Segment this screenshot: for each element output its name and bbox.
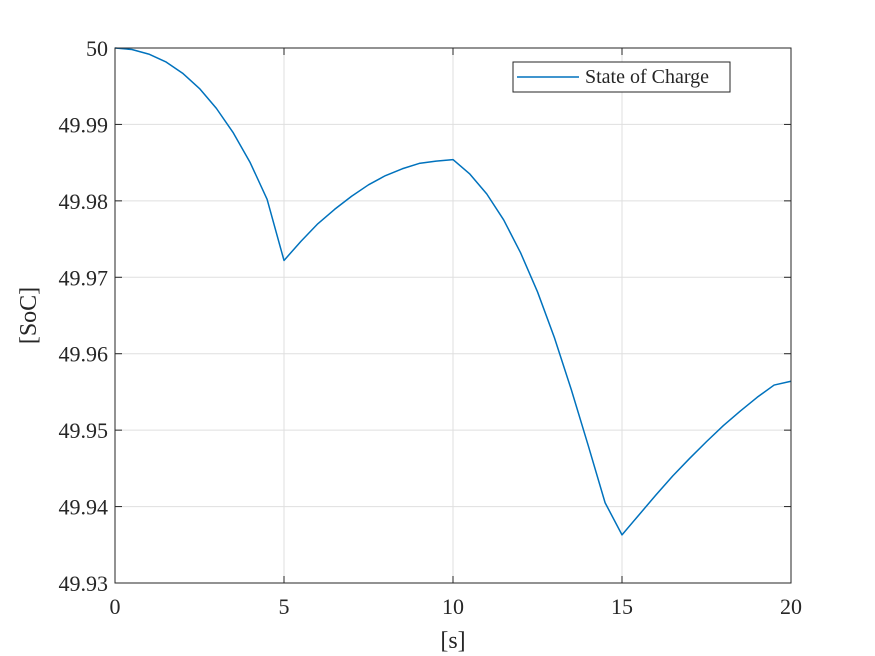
x-tick-labels: 0 5 10 15 20 [110,594,803,619]
x-tick-label: 10 [442,594,464,619]
x-tick-label: 0 [110,594,121,619]
y-tick-label: 49.99 [59,112,109,137]
series-line-state-of-charge [114,47,792,536]
legend-label-state-of-charge: State of Charge [585,66,709,88]
y-axis-label: [SoC] [16,287,42,344]
series-layer [114,47,792,536]
legend: State of Charge [512,61,731,93]
y-tick-label: 49.98 [59,189,109,214]
tick-marks [114,47,792,584]
y-tick-label: 50 [86,36,108,61]
y-tick-labels: 49.93 49.94 49.95 49.96 49.97 49.98 49.99 50 [59,36,109,596]
y-tick-label: 49.94 [59,495,109,520]
x-tick-label: 15 [611,594,633,619]
y-tick-label: 49.93 [59,571,109,596]
y-tick-label: 49.95 [59,418,109,443]
x-axis-label: [s] [440,628,465,654]
x-tick-label: 20 [780,594,802,619]
y-tick-label: 49.97 [59,265,109,290]
y-tick-label: 49.96 [59,342,109,367]
x-tick-label: 5 [279,594,290,619]
